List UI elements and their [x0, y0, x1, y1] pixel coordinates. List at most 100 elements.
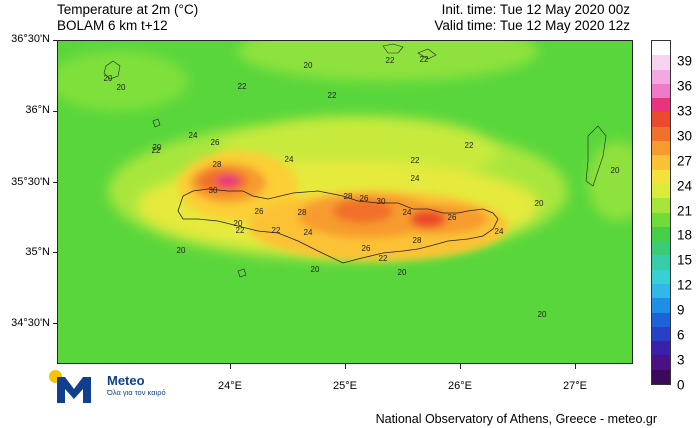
contour-label: 24 [285, 155, 294, 164]
colorbar-segment [652, 41, 670, 56]
contour-label: 28 [344, 192, 353, 201]
contour-label: 26 [362, 244, 371, 253]
contour-label: 30 [209, 186, 218, 195]
colorbar-segment [652, 183, 670, 199]
contour-label: 22 [152, 146, 161, 155]
colorbar-segment [652, 169, 670, 185]
crete-coastline [177, 188, 499, 264]
lon-label-25e: 25°E [333, 380, 357, 392]
colorbar-segment [652, 298, 670, 314]
lon-label-24e: 24°E [218, 380, 242, 392]
colorbar-segment [652, 369, 670, 385]
colorbar [651, 40, 671, 385]
contour-label: 20 [611, 166, 620, 175]
lat-label-3430: 34°30'N [11, 317, 50, 329]
kythera-coastline [103, 60, 121, 80]
colorbar-segment [652, 126, 670, 142]
lat-label-3630: 36°30'N [11, 33, 50, 45]
colorbar-label: 36 [677, 78, 693, 94]
contour-label: 22 [238, 82, 247, 91]
lat-tick [53, 182, 58, 183]
colorbar-label: 39 [677, 53, 693, 69]
contour-label: 22 [411, 156, 420, 165]
gavdos-coastline [237, 268, 247, 278]
credit: National Observatory of Athens, Greece -… [375, 412, 657, 426]
colorbar-segment [652, 326, 670, 342]
contour-label: 26 [211, 138, 220, 147]
contour-label: 30 [377, 197, 386, 206]
valid-time: Valid time: Tue 12 May 2020 12z [434, 18, 630, 33]
lon-label-26e: 26°E [448, 380, 472, 392]
time-block: Init. time: Tue 12 May 2020 00z Valid ti… [434, 2, 630, 34]
colorbar-segment [652, 69, 670, 85]
contour-label: 22 [420, 55, 429, 64]
cyclades-coastline [382, 43, 404, 54]
colorbar-label: 18 [677, 227, 693, 243]
contour-label: 22 [386, 56, 395, 65]
colorbar-segment [652, 312, 670, 328]
contour-label: 22 [272, 226, 281, 235]
contour-label: 22 [465, 141, 474, 150]
contour-label: 24 [304, 228, 313, 237]
contour-label: 24 [403, 208, 412, 217]
chart-subtitle: BOLAM 6 km t+12 [57, 18, 168, 33]
lon-tick [345, 364, 346, 369]
colorbar-segment [652, 255, 670, 271]
colorbar-label: 27 [677, 153, 693, 169]
lat-label-3530: 35°30'N [11, 176, 50, 188]
contour-label: 26 [255, 207, 264, 216]
lat-label-3500: 35°N [25, 246, 50, 258]
islet-coastline [152, 118, 161, 128]
meteo-logo: Meteo Όλα για τον καιρό [47, 367, 167, 409]
temperature-field-inner [178, 151, 508, 261]
colorbar-segment [652, 55, 670, 71]
contour-label: 24 [411, 174, 420, 183]
contour-label: 20 [304, 61, 313, 70]
colorbar-segment [652, 355, 670, 371]
colorbar-segment [652, 283, 670, 299]
contour-label: 24 [189, 131, 198, 140]
contour-label: 24 [495, 227, 504, 236]
colorbar-label: 15 [677, 252, 693, 268]
colorbar-label: 33 [677, 103, 693, 119]
colorbar-label: 12 [677, 277, 693, 293]
lon-tick [460, 364, 461, 369]
contour-label: 28 [413, 236, 422, 245]
lat-tick [53, 323, 58, 324]
contour-label: 20 [104, 74, 113, 83]
lon-tick [575, 364, 576, 369]
lon-label-27e: 27°E [563, 380, 587, 392]
contour-label: 26 [360, 194, 369, 203]
logo-tagline: Όλα για τον καιρό [107, 388, 166, 397]
colorbar-segment [652, 141, 670, 156]
colorbar-label: 3 [677, 352, 685, 368]
contour-label: 22 [379, 254, 388, 263]
cyclades-coastline [417, 48, 437, 60]
colorbar-segment [652, 212, 670, 228]
colorbar-segment [652, 198, 670, 213]
contour-label: 20 [398, 268, 407, 277]
colorbar-label: 6 [677, 327, 685, 343]
contour-label: 20 [535, 199, 544, 208]
colorbar-segment [652, 155, 670, 171]
contour-label: 28 [298, 208, 307, 217]
colorbar-label: 21 [677, 203, 693, 219]
contour-label: 20 [177, 246, 186, 255]
title-block: Temperature at 2m (°C) BOLAM 6 km t+12 [57, 2, 198, 34]
lon-tick [230, 364, 231, 369]
init-time: Init. time: Tue 12 May 2020 00z [441, 2, 630, 17]
colorbar-label: 9 [677, 302, 685, 318]
karpathos-coastline [585, 125, 607, 187]
contour-label: 28 [213, 160, 222, 169]
logo-name: Meteo [107, 373, 145, 388]
contour-label: 20 [117, 83, 126, 92]
colorbar-label: 30 [677, 128, 693, 144]
contour-label: 20 [153, 143, 162, 152]
lat-tick [53, 252, 58, 253]
contour-label: 20 [538, 310, 547, 319]
contour-label: 22 [236, 226, 245, 235]
colorbar-segment [652, 226, 670, 242]
temperature-map[interactable]: 20 22 20 22 22 20 22 22 24 26 28 30 24 22 24 22 20 22 20 26… [57, 40, 633, 364]
colorbar-label: 24 [677, 178, 693, 194]
